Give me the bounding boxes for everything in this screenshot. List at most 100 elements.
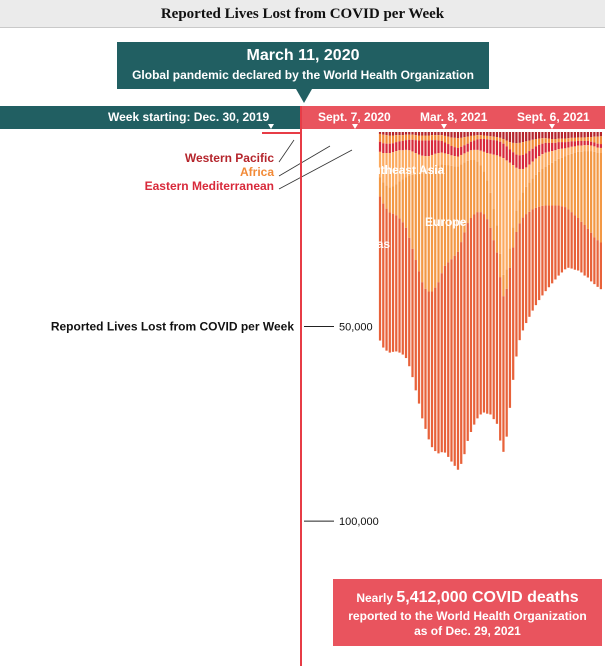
bar-segment-africa	[570, 137, 573, 142]
bar-segment-eastern-mediterranean	[557, 142, 560, 150]
bar-segment-europe	[424, 172, 427, 289]
bar-segment-southeast-asia	[443, 153, 447, 165]
bar-segment-americas	[463, 232, 466, 455]
bar-segment-europe	[586, 151, 590, 229]
bar-segment-europe	[404, 177, 408, 228]
bar-segment-africa	[401, 135, 404, 141]
bar-segment-africa	[447, 136, 450, 145]
axis-tick-label: 100,000	[339, 516, 379, 528]
bar-segment-eastern-mediterranean	[560, 142, 564, 149]
bar-segment-africa	[473, 135, 476, 141]
bar-segment-southeast-asia	[495, 155, 499, 226]
bar-segment-western-pacific	[443, 132, 447, 136]
bar-segment-eastern-mediterranean	[590, 141, 593, 146]
bar-segment-africa	[385, 135, 388, 144]
bar-segment-europe	[583, 151, 586, 225]
bar-segment-americas	[515, 232, 518, 357]
pandemic-callout: March 11, 2020 Global pandemic declared …	[117, 42, 489, 89]
bar-segment-africa	[495, 137, 499, 141]
bar-segment-americas	[547, 205, 551, 288]
bar-segment-western-pacific	[450, 132, 453, 138]
bar-segment-eastern-mediterranean	[388, 143, 391, 154]
bar-segment-southeast-asia	[398, 150, 401, 182]
bar-segment-southeast-asia	[430, 154, 434, 169]
bar-segment-africa	[398, 135, 401, 142]
bar-segment-europe	[554, 160, 557, 206]
bar-segment-western-pacific	[434, 132, 437, 136]
bar-segment-eastern-mediterranean	[473, 140, 476, 150]
bar-segment-southeast-asia	[414, 153, 417, 175]
bar-segment-western-pacific	[551, 132, 554, 139]
bar-segment-southeast-asia	[567, 147, 570, 155]
bar-segment-eastern-mediterranean	[525, 153, 528, 168]
bar-segment-western-pacific	[573, 132, 577, 138]
tick-marker	[441, 124, 447, 129]
bar-segment-eastern-mediterranean	[460, 146, 463, 155]
bar-segment-southeast-asia	[479, 150, 482, 166]
bar-segment-western-pacific	[538, 132, 541, 139]
bar-segment-southeast-asia	[421, 155, 424, 174]
bar-segment-western-pacific	[447, 132, 450, 137]
bar-segment-western-pacific	[586, 132, 590, 138]
bar-segment-americas	[551, 205, 554, 284]
bar-segment-southeast-asia	[547, 151, 551, 165]
bar-segment-africa	[427, 135, 430, 141]
bar-segment-europe	[499, 253, 502, 278]
bar-segment-europe	[567, 154, 570, 210]
bar-segment-americas	[398, 218, 401, 353]
bar-segment-europe	[463, 162, 466, 233]
bar-segment-americas	[486, 219, 489, 414]
bar-segment-eastern-mediterranean	[577, 140, 580, 146]
bar-segment-americas	[531, 209, 534, 311]
bar-segment-western-pacific	[570, 132, 573, 138]
leader-line	[278, 139, 295, 163]
bar-segment-americas	[476, 212, 479, 419]
bar-segment-europe	[515, 210, 518, 232]
bar-segment-americas	[580, 221, 583, 273]
timeline-tick-label: Mar. 8, 2021	[420, 110, 488, 124]
bar-segment-western-pacific	[382, 132, 385, 135]
bar-segment-eastern-mediterranean	[593, 142, 596, 147]
bar-segment-eastern-mediterranean	[583, 140, 586, 146]
bar-segment-americas	[450, 259, 453, 462]
bar-segment-western-pacific	[580, 132, 583, 138]
bar-segment-africa	[463, 137, 466, 146]
bar-segment-americas	[395, 215, 398, 352]
bar-segment-europe	[577, 151, 580, 218]
bar-segment-southeast-asia	[583, 145, 586, 152]
bar-segment-southeast-asia	[434, 153, 437, 168]
bar-segment-southeast-asia	[521, 168, 525, 193]
bar-segment-western-pacific	[577, 132, 580, 138]
bar-segment-africa	[528, 140, 531, 152]
bar-segment-eastern-mediterranean	[427, 140, 430, 157]
bar-segment-western-pacific	[430, 132, 434, 136]
tick-marker	[268, 124, 274, 129]
bar-segment-americas	[479, 212, 482, 415]
bar-segment-southeast-asia	[378, 151, 382, 178]
bar-segment-western-pacific	[505, 132, 508, 141]
bar-segment-europe	[531, 178, 534, 210]
bar-segment-southeast-asia	[528, 164, 531, 183]
bar-segment-europe	[541, 168, 544, 206]
callout-date: March 11, 2020	[246, 47, 360, 64]
bar-segment-europe	[486, 180, 489, 220]
bar-segment-africa	[564, 138, 567, 143]
bar-segment-europe	[599, 153, 602, 243]
bar-segment-eastern-mediterranean	[453, 147, 456, 157]
bar-segment-eastern-mediterranean	[508, 149, 512, 163]
bar-segment-europe	[580, 151, 583, 222]
bar-segment-western-pacific	[521, 132, 525, 143]
bar-segment-eastern-mediterranean	[395, 142, 398, 152]
bar-segment-africa	[499, 137, 502, 142]
bar-segment-eastern-mediterranean	[489, 139, 492, 154]
bar-segment-europe	[469, 159, 473, 218]
bar-segment-southeast-asia	[424, 156, 427, 173]
bar-segment-europe	[398, 181, 401, 219]
bar-segment-eastern-mediterranean	[385, 143, 388, 154]
bar-segment-europe	[593, 151, 596, 238]
bar-segment-southeast-asia	[473, 149, 476, 161]
bar-segment-eastern-mediterranean	[502, 143, 505, 159]
bar-segment-africa	[414, 135, 417, 141]
bar-segment-eastern-mediterranean	[411, 139, 414, 152]
bar-segment-americas	[421, 282, 424, 419]
